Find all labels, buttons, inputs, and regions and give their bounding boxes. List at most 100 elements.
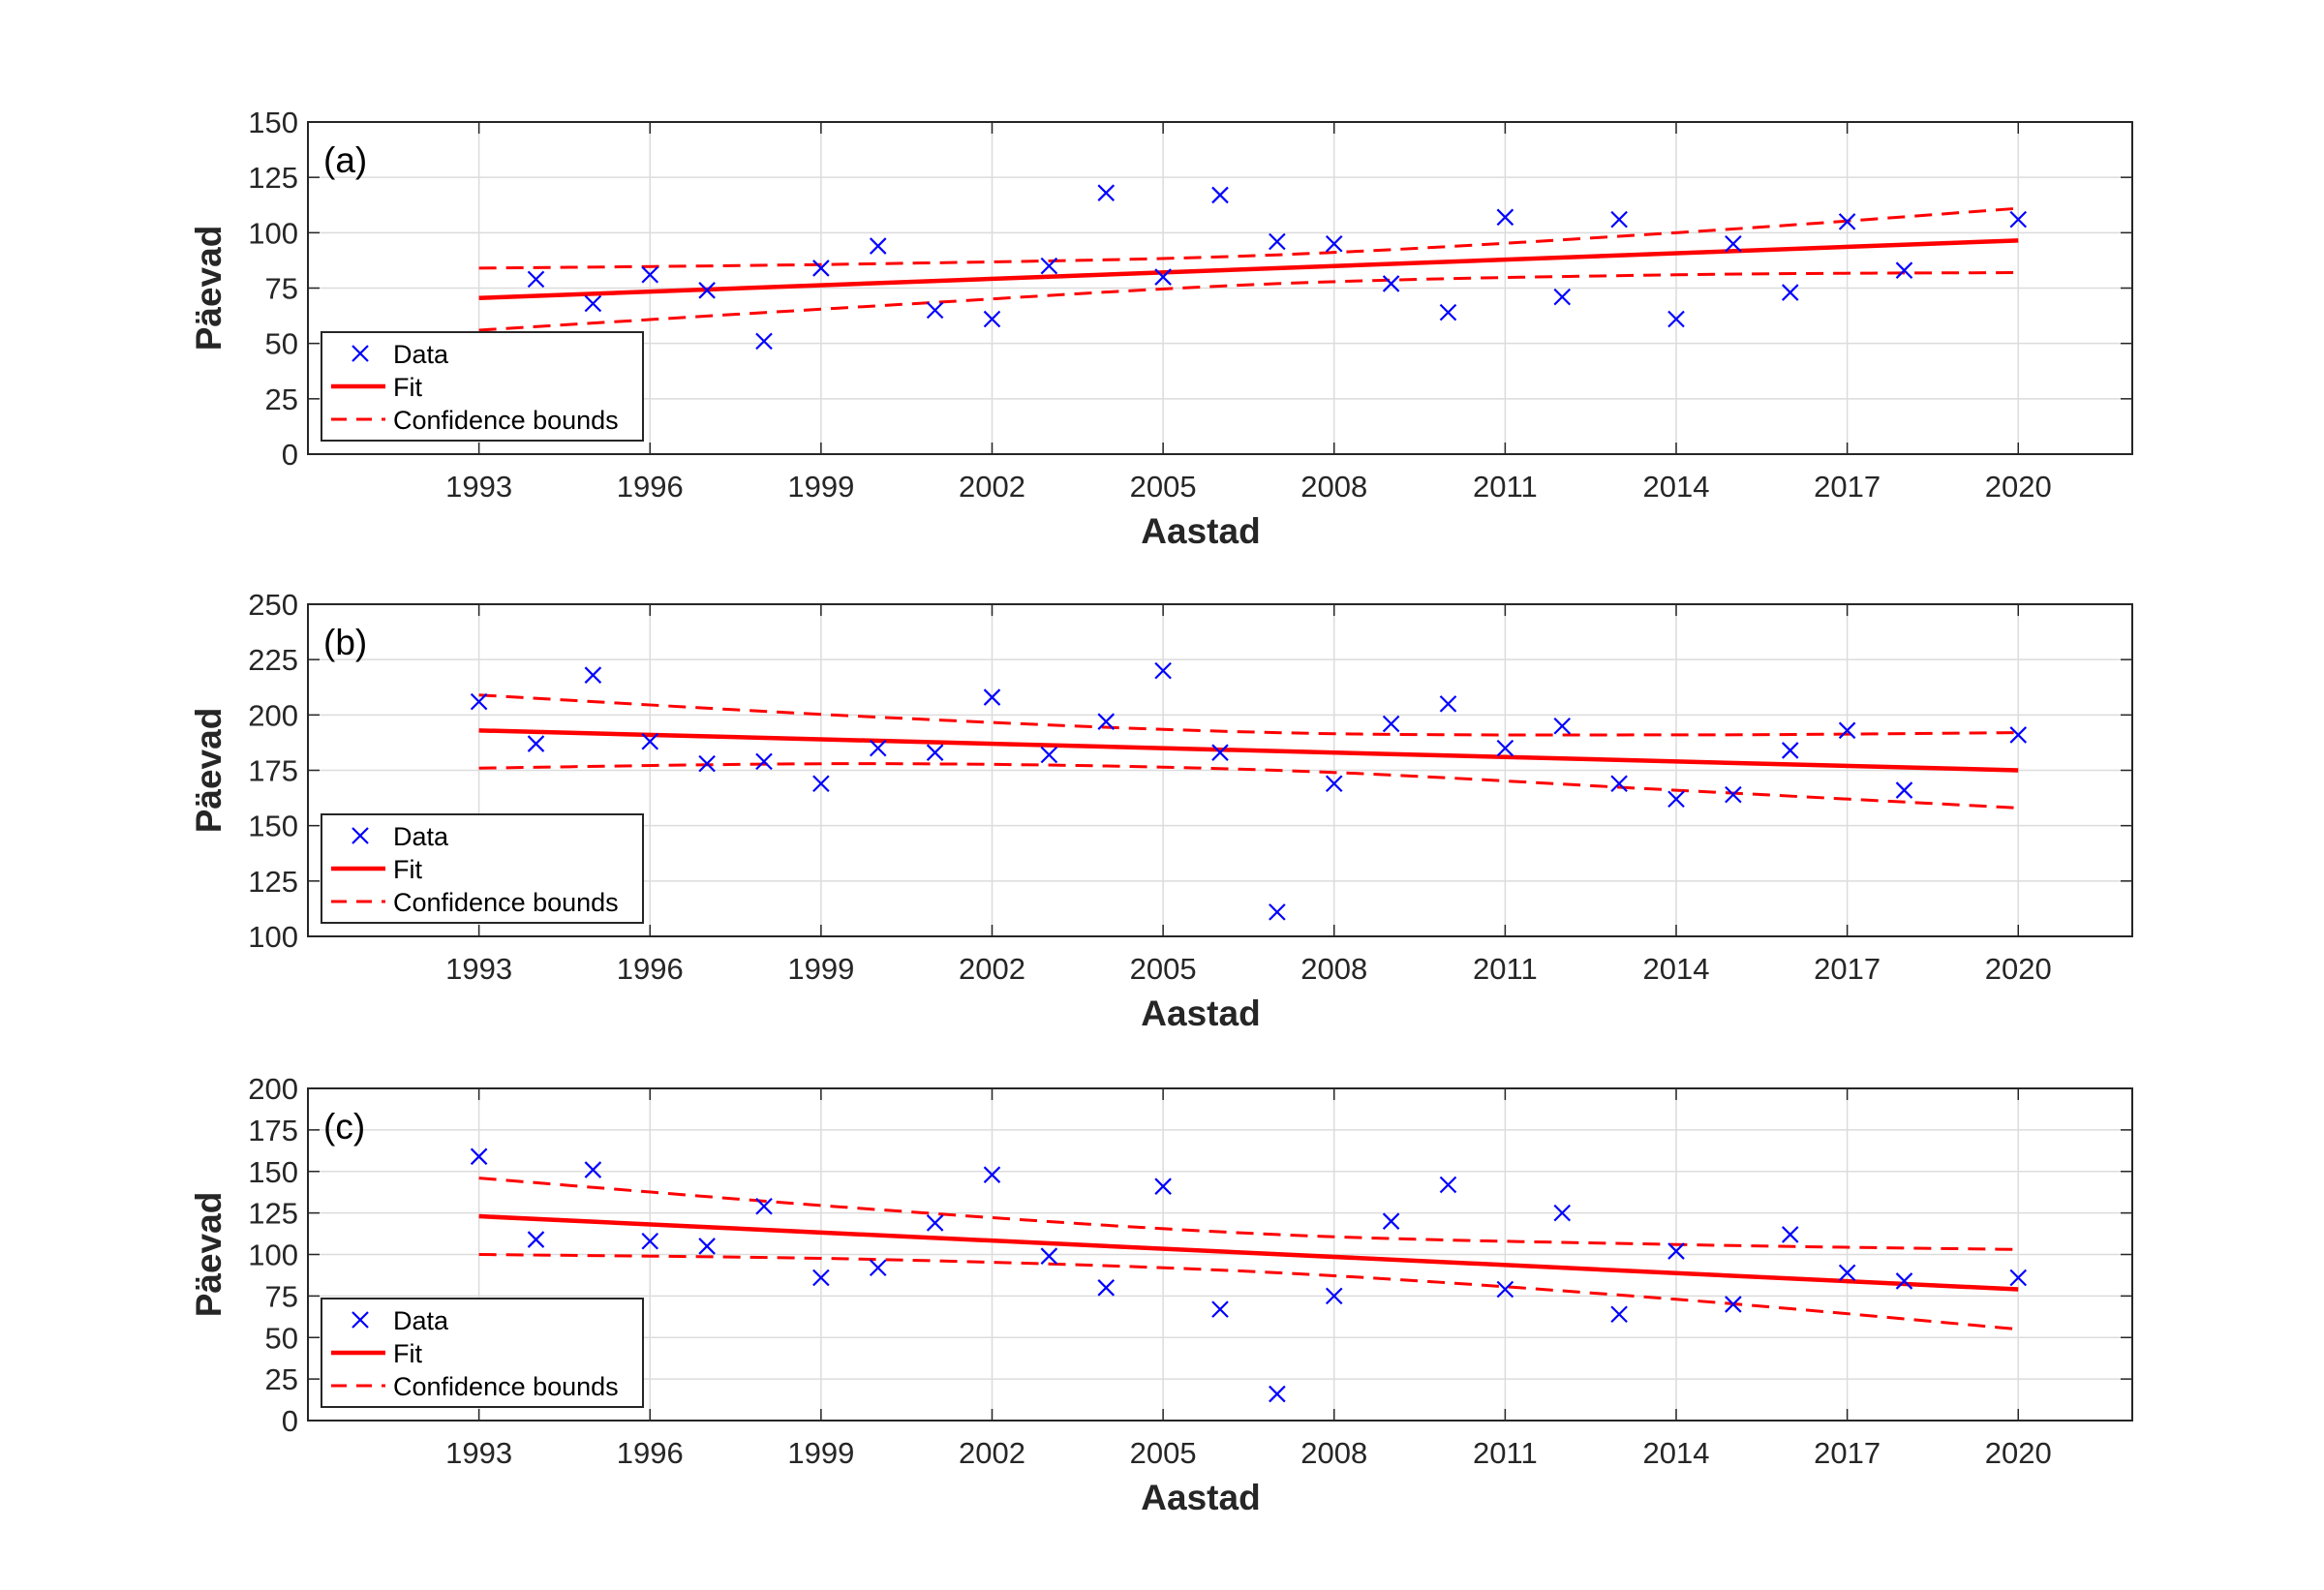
x-tick-label: 2017	[1814, 1436, 1881, 1470]
data-point	[1097, 713, 1116, 730]
y-tick-label: 50	[265, 1321, 298, 1355]
fit-line	[478, 1213, 2019, 1292]
x-tick-label: 2008	[1300, 952, 1367, 986]
y-tick-label: 100	[248, 920, 298, 954]
data-point	[1667, 310, 1685, 328]
x-tick-label: 2014	[1643, 1436, 1710, 1470]
x-tick-label: 2002	[959, 1436, 1025, 1470]
x-tick-label: 2011	[1473, 470, 1538, 504]
data-point	[1496, 1280, 1514, 1299]
data-point	[1610, 1305, 1628, 1324]
y-axis-label: Päevad	[189, 1192, 229, 1318]
data-point	[698, 754, 716, 773]
confidence-bound-upper	[478, 206, 2019, 270]
data-point	[1895, 781, 1913, 799]
data-point	[1610, 775, 1628, 792]
data-point	[584, 294, 602, 313]
confidence-bound-lower	[478, 762, 2019, 810]
data-point	[755, 752, 773, 771]
x-tick-label: 2017	[1814, 470, 1881, 504]
axes-box	[307, 121, 2133, 455]
legend: Data Fit Confidence bounds	[321, 813, 644, 924]
data-point	[1154, 661, 1172, 680]
data-point	[1496, 208, 1514, 227]
axes-box	[307, 1087, 2133, 1422]
x-tick-label: 2020	[1985, 1436, 2052, 1470]
y-axis-label: Päevad	[189, 226, 229, 352]
y-tick-label: 75	[265, 272, 298, 306]
legend-entry: Confidence bounds	[393, 888, 619, 917]
panel-a: 1993 1996 1999 2002 2005 2008 2011 2014 2017 2020…	[189, 106, 2133, 551]
panel-b: 1993 1996 1999 2002 2005 2008 2011 2014 2017 2020…	[189, 588, 2133, 1033]
data-point	[1269, 232, 1286, 251]
legend-entry: Confidence bounds	[393, 406, 619, 435]
legend-entry: Fit	[393, 1339, 422, 1368]
data-point	[755, 332, 773, 351]
data-point	[926, 744, 944, 761]
confidence-bound-upper	[478, 693, 2019, 737]
data-point	[983, 688, 1001, 706]
data-point	[869, 739, 887, 757]
x-tick-label: 2005	[1130, 470, 1197, 504]
data-point	[470, 692, 488, 711]
y-tick-label: 175	[248, 754, 298, 788]
fit-line	[478, 728, 2019, 773]
panel-label: (c)	[323, 1107, 365, 1147]
data-point	[755, 1197, 773, 1215]
data-point	[1553, 1204, 1572, 1222]
y-tick-label: 200	[248, 1072, 298, 1106]
data-point	[1439, 695, 1457, 713]
data-point	[1382, 1212, 1400, 1230]
data-point	[641, 266, 659, 284]
data-point	[1269, 1385, 1286, 1403]
y-tick-label: 75	[265, 1279, 298, 1313]
data-point	[1838, 1264, 1856, 1282]
data-point	[527, 270, 545, 289]
x-tick-label: 2002	[959, 470, 1025, 504]
data-point	[1325, 775, 1343, 792]
y-axis-label: Päevad	[189, 708, 229, 834]
data-point	[1154, 1177, 1172, 1195]
data-point	[1269, 903, 1286, 921]
data-point	[869, 237, 887, 255]
legend-data-marker	[352, 345, 369, 362]
data-point	[926, 301, 944, 320]
data-point	[1725, 785, 1742, 804]
y-tick-label: 0	[282, 1404, 298, 1438]
data-point	[1040, 1247, 1058, 1265]
x-tick-label: 1999	[787, 952, 854, 986]
x-tick-label: 1999	[787, 470, 854, 504]
data-point	[698, 282, 716, 299]
data-point	[2009, 726, 2028, 744]
data-point	[1610, 210, 1628, 229]
y-tick-label: 175	[248, 1114, 298, 1147]
panel-label: (a)	[323, 140, 367, 180]
fit-line	[478, 238, 2019, 301]
data-point	[698, 1238, 716, 1255]
data-point	[584, 1161, 602, 1178]
x-tick-label: 2011	[1473, 1436, 1538, 1470]
panel-label: (b)	[323, 623, 367, 662]
data-point	[527, 1231, 545, 1248]
data-point	[1040, 746, 1058, 764]
data-point	[1325, 234, 1343, 253]
data-point	[1211, 186, 1229, 204]
data-point	[926, 1214, 944, 1232]
y-tick-label: 250	[248, 588, 298, 622]
x-tick-label: 2002	[959, 952, 1025, 986]
data-point	[1097, 1279, 1116, 1297]
legend-data-marker	[352, 827, 369, 844]
data-point	[1154, 268, 1172, 286]
x-tick-label: 1993	[445, 470, 512, 504]
legend-entry: Data	[393, 1306, 449, 1335]
x-tick-label: 2008	[1300, 470, 1367, 504]
y-tick-label: 25	[265, 382, 298, 416]
data-point	[1667, 790, 1685, 809]
data-point	[1211, 1300, 1229, 1318]
x-axis-label: Aastad	[1141, 1478, 1260, 1517]
data-point	[983, 310, 1001, 328]
data-point	[1667, 1242, 1685, 1260]
data-point	[1895, 1272, 1913, 1290]
x-tick-label: 1996	[617, 1436, 684, 1470]
